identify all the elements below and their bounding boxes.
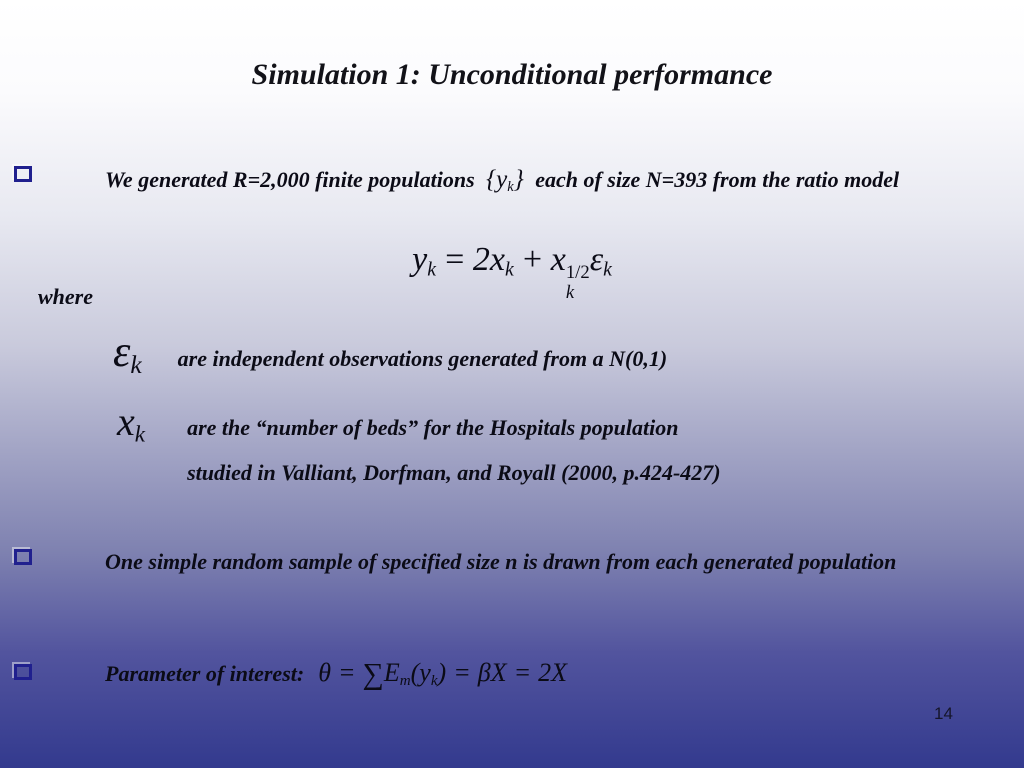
bullet-item-parameter: Parameter of interest: θ = ∑Em(yk) = βX = 2X [105, 656, 985, 691]
where-label: where [38, 284, 93, 309]
parameter-formula: θ = ∑Em(yk) = βX = 2X [318, 657, 568, 691]
x-definition-line-1: are the “number of beds” for the Hospita… [187, 415, 679, 440]
x-symbol: xk [117, 399, 146, 448]
model-equation: yk = 2xk + x 1/2 k εk [412, 241, 612, 304]
bullet-item-populations: We generated R=2,000 finite populations … [105, 163, 990, 197]
set-notation-yk: {yk} [486, 166, 524, 196]
epsilon-definition: εk are independent observations generate… [113, 326, 667, 378]
square-bullet-icon [14, 664, 32, 680]
epsilon-definition-text: are independent observations generated f… [177, 346, 668, 371]
page-title: Simulation 1: Unconditional performance [251, 58, 773, 91]
x-definition-text: are the “number of beds” for the Hospita… [187, 405, 721, 495]
epsilon-symbol: εk [113, 327, 142, 380]
bullet1-text-before: We generated R=2,000 finite populations [105, 167, 475, 192]
square-bullet-icon [14, 549, 32, 565]
bullet1-text-after: each of size N=393 from the ratio model [535, 167, 900, 192]
x-definition: xk are the “number of beds” for the Hosp… [117, 398, 721, 495]
page-number: 14 [934, 704, 953, 723]
x-definition-line-2: studied in Valliant, Dorfman, and Royall… [187, 460, 721, 485]
square-bullet-icon [14, 166, 32, 182]
parameter-label: Parameter of interest: [105, 661, 305, 686]
bullet-item-sampling: One simple random sample of specified si… [105, 549, 897, 574]
